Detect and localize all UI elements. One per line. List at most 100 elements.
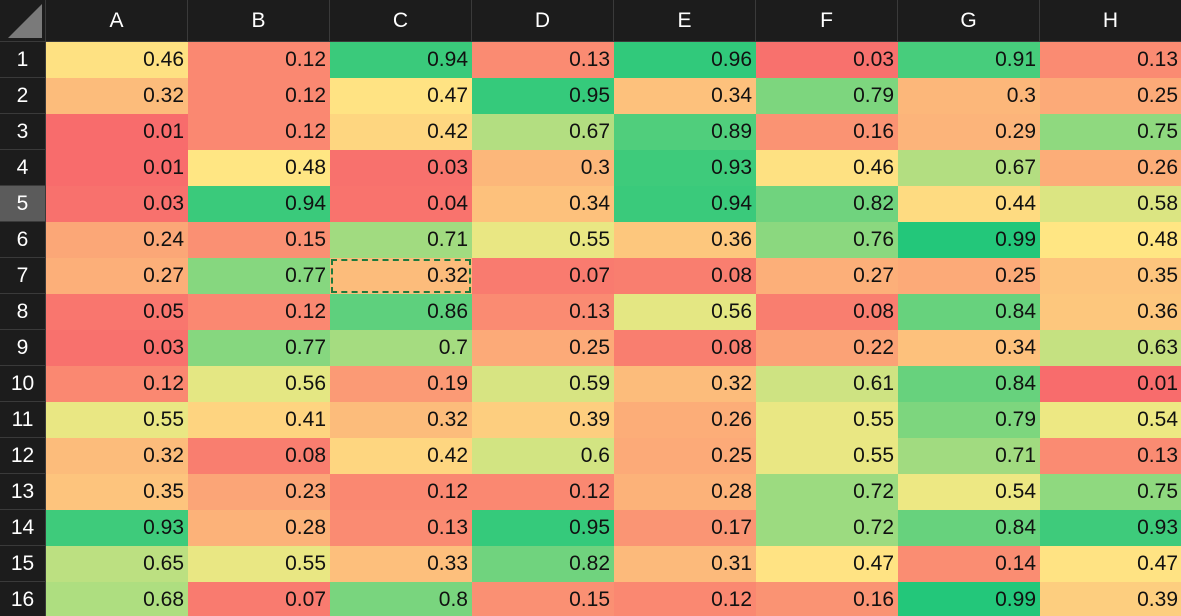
cell-e13[interactable]: 0.28 xyxy=(614,474,756,510)
cell-a8[interactable]: 0.05 xyxy=(46,294,188,330)
cell-a10[interactable]: 0.12 xyxy=(46,366,188,402)
cell-e3[interactable]: 0.89 xyxy=(614,114,756,150)
cell-g11[interactable]: 0.79 xyxy=(898,402,1040,438)
cell-g7[interactable]: 0.25 xyxy=(898,258,1040,294)
cell-d5[interactable]: 0.34 xyxy=(472,186,614,222)
cell-d15[interactable]: 0.82 xyxy=(472,546,614,582)
cell-h4[interactable]: 0.26 xyxy=(1040,150,1181,186)
cell-h7[interactable]: 0.35 xyxy=(1040,258,1181,294)
cell-h10[interactable]: 0.01 xyxy=(1040,366,1181,402)
cell-d4[interactable]: 0.3 xyxy=(472,150,614,186)
cell-f13[interactable]: 0.72 xyxy=(756,474,898,510)
row-header-5[interactable]: 5 xyxy=(0,186,46,222)
cell-c3[interactable]: 0.42 xyxy=(330,114,472,150)
select-all-corner[interactable] xyxy=(0,0,46,42)
cell-d1[interactable]: 0.13 xyxy=(472,42,614,78)
cell-a14[interactable]: 0.93 xyxy=(46,510,188,546)
column-header-a[interactable]: A xyxy=(46,0,188,42)
cell-h9[interactable]: 0.63 xyxy=(1040,330,1181,366)
cell-c4[interactable]: 0.03 xyxy=(330,150,472,186)
cell-d8[interactable]: 0.13 xyxy=(472,294,614,330)
cell-h3[interactable]: 0.75 xyxy=(1040,114,1181,150)
selected-cell-c7[interactable]: 0.32 xyxy=(330,258,472,294)
cell-c15[interactable]: 0.33 xyxy=(330,546,472,582)
cell-f3[interactable]: 0.16 xyxy=(756,114,898,150)
row-header-9[interactable]: 9 xyxy=(0,330,46,366)
column-header-e[interactable]: E xyxy=(614,0,756,42)
cell-a11[interactable]: 0.55 xyxy=(46,402,188,438)
cell-e14[interactable]: 0.17 xyxy=(614,510,756,546)
cell-e4[interactable]: 0.93 xyxy=(614,150,756,186)
row-header-2[interactable]: 2 xyxy=(0,78,46,114)
cell-c14[interactable]: 0.13 xyxy=(330,510,472,546)
cell-h8[interactable]: 0.36 xyxy=(1040,294,1181,330)
cell-g10[interactable]: 0.84 xyxy=(898,366,1040,402)
cell-e10[interactable]: 0.32 xyxy=(614,366,756,402)
cell-b10[interactable]: 0.56 xyxy=(188,366,330,402)
cell-f10[interactable]: 0.61 xyxy=(756,366,898,402)
cell-c13[interactable]: 0.12 xyxy=(330,474,472,510)
cell-c2[interactable]: 0.47 xyxy=(330,78,472,114)
cell-c12[interactable]: 0.42 xyxy=(330,438,472,474)
cell-f15[interactable]: 0.47 xyxy=(756,546,898,582)
cell-g16[interactable]: 0.99 xyxy=(898,582,1040,616)
cell-b4[interactable]: 0.48 xyxy=(188,150,330,186)
cell-b16[interactable]: 0.07 xyxy=(188,582,330,616)
cell-f14[interactable]: 0.72 xyxy=(756,510,898,546)
cell-g12[interactable]: 0.71 xyxy=(898,438,1040,474)
row-header-16[interactable]: 16 xyxy=(0,582,46,616)
row-header-12[interactable]: 12 xyxy=(0,438,46,474)
cell-b12[interactable]: 0.08 xyxy=(188,438,330,474)
cell-a6[interactable]: 0.24 xyxy=(46,222,188,258)
row-header-13[interactable]: 13 xyxy=(0,474,46,510)
cell-d11[interactable]: 0.39 xyxy=(472,402,614,438)
cell-c16[interactable]: 0.8 xyxy=(330,582,472,616)
cell-d9[interactable]: 0.25 xyxy=(472,330,614,366)
cell-e1[interactable]: 0.96 xyxy=(614,42,756,78)
row-header-14[interactable]: 14 xyxy=(0,510,46,546)
cell-f4[interactable]: 0.46 xyxy=(756,150,898,186)
cell-g14[interactable]: 0.84 xyxy=(898,510,1040,546)
column-header-g[interactable]: G xyxy=(898,0,1040,42)
cell-f6[interactable]: 0.76 xyxy=(756,222,898,258)
cell-b7[interactable]: 0.77 xyxy=(188,258,330,294)
cell-e9[interactable]: 0.08 xyxy=(614,330,756,366)
cell-h15[interactable]: 0.47 xyxy=(1040,546,1181,582)
cell-c11[interactable]: 0.32 xyxy=(330,402,472,438)
cell-e15[interactable]: 0.31 xyxy=(614,546,756,582)
cell-b9[interactable]: 0.77 xyxy=(188,330,330,366)
cell-h14[interactable]: 0.93 xyxy=(1040,510,1181,546)
cell-e2[interactable]: 0.34 xyxy=(614,78,756,114)
row-header-6[interactable]: 6 xyxy=(0,222,46,258)
cell-d14[interactable]: 0.95 xyxy=(472,510,614,546)
cell-a3[interactable]: 0.01 xyxy=(46,114,188,150)
cell-b15[interactable]: 0.55 xyxy=(188,546,330,582)
row-header-7[interactable]: 7 xyxy=(0,258,46,294)
column-header-c[interactable]: C xyxy=(330,0,472,42)
cell-f12[interactable]: 0.55 xyxy=(756,438,898,474)
cell-f8[interactable]: 0.08 xyxy=(756,294,898,330)
cell-g5[interactable]: 0.44 xyxy=(898,186,1040,222)
cell-b14[interactable]: 0.28 xyxy=(188,510,330,546)
cell-a16[interactable]: 0.68 xyxy=(46,582,188,616)
cell-c8[interactable]: 0.86 xyxy=(330,294,472,330)
row-header-15[interactable]: 15 xyxy=(0,546,46,582)
column-header-d[interactable]: D xyxy=(472,0,614,42)
cell-h5[interactable]: 0.58 xyxy=(1040,186,1181,222)
cell-d12[interactable]: 0.6 xyxy=(472,438,614,474)
column-header-b[interactable]: B xyxy=(188,0,330,42)
cell-e12[interactable]: 0.25 xyxy=(614,438,756,474)
cell-g8[interactable]: 0.84 xyxy=(898,294,1040,330)
row-header-8[interactable]: 8 xyxy=(0,294,46,330)
cell-d2[interactable]: 0.95 xyxy=(472,78,614,114)
row-header-1[interactable]: 1 xyxy=(0,42,46,78)
cell-c5[interactable]: 0.04 xyxy=(330,186,472,222)
cell-h1[interactable]: 0.13 xyxy=(1040,42,1181,78)
cell-a4[interactable]: 0.01 xyxy=(46,150,188,186)
cell-f7[interactable]: 0.27 xyxy=(756,258,898,294)
cell-b8[interactable]: 0.12 xyxy=(188,294,330,330)
cell-c10[interactable]: 0.19 xyxy=(330,366,472,402)
cell-g9[interactable]: 0.34 xyxy=(898,330,1040,366)
cell-a9[interactable]: 0.03 xyxy=(46,330,188,366)
cell-d3[interactable]: 0.67 xyxy=(472,114,614,150)
